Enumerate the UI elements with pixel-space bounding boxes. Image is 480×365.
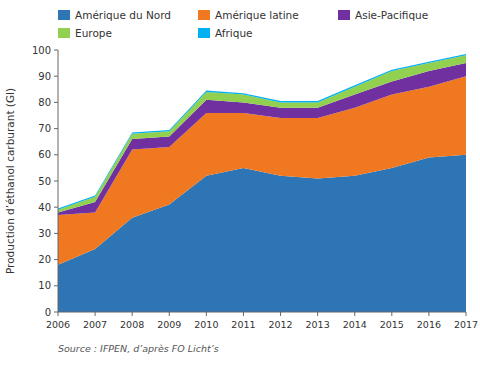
legend-label: Europe bbox=[75, 27, 112, 39]
legend-label: Afrique bbox=[215, 27, 253, 39]
x-tick bbox=[58, 312, 59, 316]
area bbox=[58, 55, 466, 212]
y-tick-label: 60 bbox=[38, 149, 51, 160]
x-tick bbox=[95, 312, 96, 316]
y-tick-label: 70 bbox=[38, 123, 51, 134]
x-tick-label: 2008 bbox=[120, 319, 144, 330]
y-tick-label: 20 bbox=[38, 254, 51, 265]
y-tick-label: 90 bbox=[38, 71, 51, 82]
x-tick bbox=[169, 312, 170, 316]
y-tick-label: 10 bbox=[38, 280, 51, 291]
x-tick bbox=[132, 312, 133, 316]
x-tick-label: 2014 bbox=[343, 319, 367, 330]
x-tick-label: 2009 bbox=[157, 319, 181, 330]
y-tick bbox=[54, 233, 58, 234]
legend: Amérique du Nord Amérique latine Asie-Paci… bbox=[58, 9, 428, 39]
legend-label: Amérique latine bbox=[215, 9, 299, 21]
x-tick bbox=[428, 312, 429, 316]
y-tick-label: 30 bbox=[38, 228, 51, 239]
legend-swatch bbox=[338, 10, 350, 20]
y-tick bbox=[54, 128, 58, 129]
x-tick-label: 2007 bbox=[83, 319, 107, 330]
area bbox=[58, 54, 466, 210]
x-tick-label: 2006 bbox=[46, 319, 70, 330]
y-tick bbox=[54, 259, 58, 260]
legend-swatch bbox=[198, 28, 210, 38]
legend-swatch bbox=[58, 10, 70, 20]
y-tick bbox=[54, 76, 58, 77]
x-tick bbox=[206, 312, 207, 316]
x-tick bbox=[391, 312, 392, 316]
x-axis bbox=[58, 312, 466, 313]
y-tick bbox=[54, 181, 58, 182]
legend-label: Amérique du Nord bbox=[75, 9, 171, 21]
x-tick bbox=[466, 312, 467, 316]
x-tick-label: 2010 bbox=[194, 319, 218, 330]
source: Source : IFPEN, d’après FO Licht’s bbox=[58, 343, 219, 354]
y-tick-label: 50 bbox=[38, 176, 51, 187]
y-tick bbox=[54, 50, 58, 51]
y-tick bbox=[54, 154, 58, 155]
x-tick-label: 2011 bbox=[231, 319, 255, 330]
x-tick-label: 2015 bbox=[380, 319, 404, 330]
legend-swatch bbox=[58, 28, 70, 38]
y-tick bbox=[54, 312, 58, 313]
legend-label: Asie-Pacifique bbox=[355, 9, 428, 21]
y-tick-label: 40 bbox=[38, 202, 51, 213]
y-tick-label: 100 bbox=[32, 45, 51, 56]
y-tick bbox=[54, 102, 58, 103]
x-tick-label: 2017 bbox=[454, 319, 478, 330]
x-tick bbox=[280, 312, 281, 316]
y-axis-label: Production d’éthanol carburant (Gl) bbox=[4, 88, 16, 274]
areas bbox=[58, 54, 466, 312]
y-tick bbox=[54, 285, 58, 286]
x-tick-label: 2013 bbox=[306, 319, 330, 330]
legend-swatch bbox=[198, 10, 210, 20]
y-tick-label: 0 bbox=[45, 307, 51, 318]
x-tick bbox=[317, 312, 318, 316]
y-tick bbox=[54, 207, 58, 208]
area bbox=[58, 63, 466, 215]
x-tick-label: 2012 bbox=[268, 319, 292, 330]
y-tick-label: 80 bbox=[38, 97, 51, 108]
x-tick-label: 2016 bbox=[417, 319, 441, 330]
chart: 0 10 20 30 40 50 60 70 80 90 100 2006 2007 2008 2009 20… bbox=[0, 0, 480, 365]
x-tick bbox=[243, 312, 244, 316]
x-tick bbox=[354, 312, 355, 316]
